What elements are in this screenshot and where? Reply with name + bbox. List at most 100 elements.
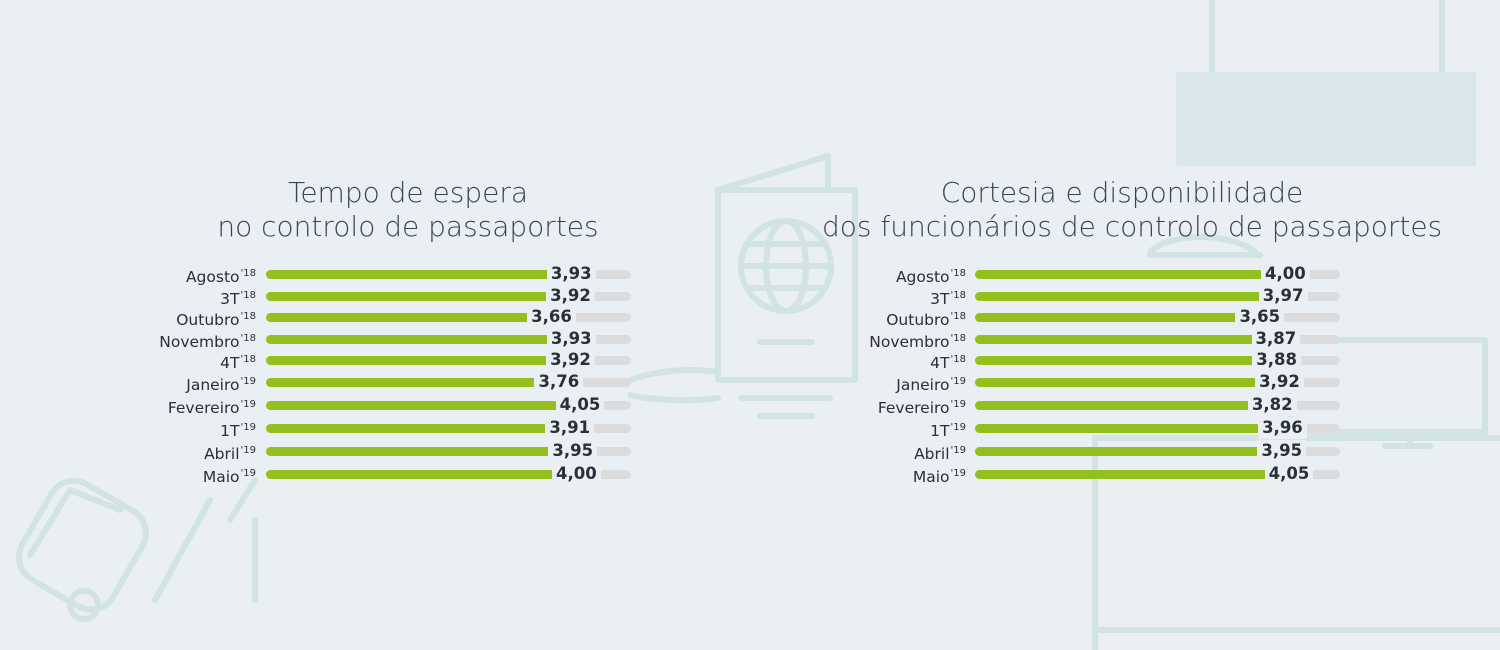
- category-label: 4T'18: [0, 349, 966, 374]
- value-label: 3,92: [1255, 371, 1304, 393]
- category-label: Agosto'18: [0, 263, 256, 288]
- category-label: 4T'18: [0, 349, 256, 374]
- category-label-year: '19: [950, 399, 966, 410]
- bar: [975, 270, 1267, 279]
- bar: [975, 292, 1265, 301]
- category-label: Abril'19: [0, 440, 966, 465]
- value-label: 3,93: [546, 263, 596, 285]
- category-label: 1T'19: [0, 417, 966, 442]
- category-label: Fevereiro'19: [0, 394, 256, 419]
- category-label-text: 4T: [930, 354, 950, 372]
- category-label-year: '18: [950, 333, 966, 344]
- chart-title: Tempo de espera no controlo de passaport…: [0, 176, 816, 244]
- chart-title-line-2: no controlo de passaportes: [217, 210, 599, 243]
- category-label-year: '19: [240, 399, 256, 410]
- category-label-year: '18: [240, 354, 256, 365]
- value-label: 3,97: [1258, 285, 1308, 307]
- category-label-text: Janeiro: [186, 376, 240, 394]
- value-label: 3,65: [1235, 306, 1285, 328]
- category-label-year: '19: [240, 445, 256, 456]
- bar: [266, 292, 553, 301]
- category-label-year: '19: [950, 376, 966, 387]
- bar-track: 3,91: [266, 417, 631, 439]
- bar: [266, 356, 553, 365]
- bar: [266, 270, 553, 279]
- category-label-text: Agosto: [895, 268, 950, 286]
- category-label: Outubro'18: [0, 306, 256, 331]
- chart-title-line-1: Cortesia e disponibilidade: [940, 176, 1304, 209]
- bar: [266, 378, 541, 387]
- category-label-year: '18: [950, 290, 966, 301]
- category-label-text: 3T: [930, 290, 950, 308]
- bar: [266, 447, 555, 456]
- bar: [266, 401, 562, 410]
- chart-title-line-1: Tempo de espera: [287, 176, 529, 209]
- bar: [975, 313, 1242, 322]
- bar-track: 3,97: [975, 285, 1340, 307]
- category-label: Novembro'18: [0, 328, 966, 353]
- category-label-text: 4T: [220, 354, 240, 372]
- value-label: 3,96: [1258, 417, 1307, 439]
- category-label: Outubro'18: [0, 306, 966, 331]
- value-label: 3,66: [527, 306, 576, 328]
- bar-track: 4,00: [266, 463, 631, 485]
- category-label-year: '18: [240, 290, 256, 301]
- bar-track: 3,95: [975, 440, 1340, 462]
- chart-title: Cortesia e disponibilidade dos funcionár…: [822, 176, 1443, 244]
- category-label: Novembro'18: [0, 328, 256, 353]
- bar: [975, 378, 1262, 387]
- value-label: 4,05: [1264, 463, 1314, 485]
- bar: [975, 424, 1265, 433]
- value-label: 4,05: [555, 394, 605, 416]
- category-label: Abril'19: [0, 440, 256, 465]
- category-label-year: '19: [240, 376, 256, 387]
- bar-track: 3,93: [266, 328, 631, 350]
- category-label: 1T'19: [0, 417, 256, 442]
- bar-track: 3,92: [975, 371, 1340, 393]
- bar: [975, 470, 1271, 479]
- category-label-year: '18: [950, 354, 966, 365]
- category-label-text: Abril: [914, 445, 950, 463]
- category-label-year: '19: [240, 468, 256, 479]
- bar-track: 3,96: [975, 417, 1340, 439]
- category-label-text: Novembro: [159, 333, 240, 351]
- category-label-year: '19: [950, 468, 966, 479]
- category-label-text: Maio: [202, 468, 240, 486]
- category-label-text: Novembro: [869, 333, 950, 351]
- category-label-year: '18: [240, 311, 256, 322]
- value-label: 3,95: [1257, 440, 1307, 462]
- bar-track: 4,05: [975, 463, 1340, 485]
- category-label: Maio'19: [0, 463, 256, 488]
- bar-track: 3,92: [266, 285, 631, 307]
- bar: [975, 401, 1254, 410]
- category-label-text: 1T: [930, 422, 950, 440]
- bar-track: 3,95: [266, 440, 631, 462]
- value-label: 3,88: [1252, 349, 1301, 371]
- category-label-year: '19: [240, 422, 256, 433]
- category-label-text: Outubro: [886, 311, 950, 329]
- bar-track: 3,82: [975, 394, 1340, 416]
- value-label: 3,95: [548, 440, 598, 462]
- bar-track: 3,66: [266, 306, 631, 328]
- bar-track: 3,92: [266, 349, 631, 371]
- chart-title-line-2: dos funcionários de controlo de passapor…: [822, 210, 1443, 243]
- category-label-year: '19: [950, 422, 966, 433]
- value-label: 3,82: [1247, 394, 1297, 416]
- bar: [266, 470, 558, 479]
- bar-track: 4,00: [975, 263, 1340, 285]
- bar: [266, 335, 553, 344]
- category-label: Janeiro'19: [0, 371, 256, 396]
- category-label: 3T'18: [0, 285, 966, 310]
- bar-track: 3,93: [266, 263, 631, 285]
- category-label-text: Abril: [204, 445, 240, 463]
- bar-track: 3,87: [975, 328, 1340, 350]
- bar-track: 3,65: [975, 306, 1340, 328]
- bar: [266, 313, 534, 322]
- category-label-text: 3T: [220, 290, 240, 308]
- category-label-year: '18: [950, 311, 966, 322]
- value-label: 3,76: [534, 371, 584, 393]
- value-label: 4,00: [552, 463, 601, 485]
- value-label: 4,00: [1261, 263, 1310, 285]
- category-label-text: Maio: [912, 468, 950, 486]
